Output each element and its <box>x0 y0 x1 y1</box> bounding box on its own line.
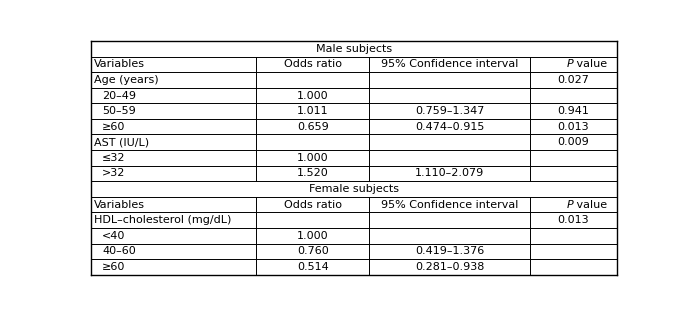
Text: ≥60: ≥60 <box>102 262 126 272</box>
Text: P: P <box>566 59 573 69</box>
Text: 0.759–1.347: 0.759–1.347 <box>415 106 484 116</box>
Text: 20–49: 20–49 <box>102 91 137 100</box>
Text: 0.281–0.938: 0.281–0.938 <box>415 262 484 272</box>
Text: 1.000: 1.000 <box>297 153 328 163</box>
Text: 95% Confidence interval: 95% Confidence interval <box>381 59 518 69</box>
Text: >32: >32 <box>102 169 126 179</box>
Text: 1.520: 1.520 <box>297 169 328 179</box>
Text: 40–60: 40–60 <box>102 247 136 257</box>
Text: Odds ratio: Odds ratio <box>284 59 342 69</box>
Text: 0.013: 0.013 <box>558 122 589 132</box>
Text: 1.000: 1.000 <box>297 231 328 241</box>
Text: 0.013: 0.013 <box>558 215 589 225</box>
Text: 1.110–2.079: 1.110–2.079 <box>415 169 484 179</box>
Text: value: value <box>573 200 607 210</box>
Text: 0.009: 0.009 <box>558 137 589 147</box>
Text: Variables: Variables <box>94 59 145 69</box>
Text: AST (IU/L): AST (IU/L) <box>94 137 149 147</box>
Text: 1.000: 1.000 <box>297 91 328 100</box>
Text: 0.941: 0.941 <box>558 106 589 116</box>
Text: ≤32: ≤32 <box>102 153 126 163</box>
Text: 1.011: 1.011 <box>297 106 328 116</box>
Text: 0.514: 0.514 <box>297 262 328 272</box>
Text: Female subjects: Female subjects <box>308 184 399 194</box>
Text: Variables: Variables <box>94 200 145 210</box>
Text: 0.474–0.915: 0.474–0.915 <box>415 122 484 132</box>
Text: 50–59: 50–59 <box>102 106 136 116</box>
Text: <40: <40 <box>102 231 126 241</box>
Text: 0.027: 0.027 <box>558 75 589 85</box>
Text: Male subjects: Male subjects <box>315 44 392 54</box>
Text: 95% Confidence interval: 95% Confidence interval <box>381 200 518 210</box>
Text: Age (years): Age (years) <box>94 75 159 85</box>
Text: P: P <box>566 200 573 210</box>
Text: Odds ratio: Odds ratio <box>284 200 342 210</box>
Text: HDL–cholesterol (mg/dL): HDL–cholesterol (mg/dL) <box>94 215 231 225</box>
Text: 0.760: 0.760 <box>297 247 328 257</box>
Text: value: value <box>573 59 607 69</box>
Text: ≥60: ≥60 <box>102 122 126 132</box>
Text: 0.419–1.376: 0.419–1.376 <box>415 247 484 257</box>
Text: 0.659: 0.659 <box>297 122 328 132</box>
